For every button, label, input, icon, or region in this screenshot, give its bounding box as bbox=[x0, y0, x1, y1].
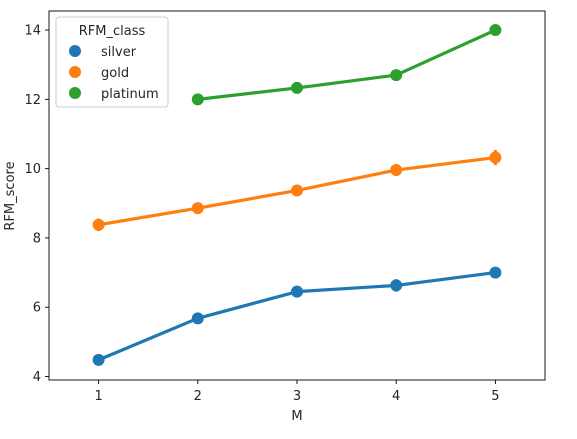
data-point bbox=[191, 312, 204, 325]
series-platinum bbox=[191, 24, 502, 106]
y-tick-label: 4 bbox=[33, 370, 41, 385]
data-point bbox=[390, 164, 403, 177]
data-point bbox=[191, 202, 204, 215]
data-point bbox=[92, 353, 105, 366]
data-point bbox=[489, 266, 502, 279]
legend-marker bbox=[69, 45, 81, 57]
legend-marker bbox=[69, 87, 81, 99]
data-point bbox=[92, 218, 105, 231]
data-point bbox=[390, 279, 403, 292]
x-tick-label: 1 bbox=[94, 389, 102, 404]
series-silver bbox=[92, 266, 502, 366]
legend-label: platinum bbox=[101, 87, 159, 102]
y-tick-label: 6 bbox=[33, 301, 41, 316]
data-point bbox=[390, 69, 403, 82]
y-tick-label: 10 bbox=[24, 162, 41, 177]
series-line bbox=[196, 28, 497, 101]
data-point bbox=[291, 285, 303, 298]
legend-label: gold bbox=[101, 66, 129, 81]
series-gold bbox=[92, 149, 502, 232]
data-point bbox=[291, 81, 303, 94]
data-point bbox=[191, 93, 204, 106]
y-tick-label: 8 bbox=[33, 231, 41, 246]
y-tick-label: 14 bbox=[24, 24, 41, 39]
legend-label: silver bbox=[101, 45, 137, 60]
legend-title: RFM_class bbox=[79, 24, 146, 39]
data-point bbox=[489, 151, 502, 164]
legend: RFM_class silver gold platinum bbox=[55, 16, 169, 108]
x-tick-label: 3 bbox=[293, 389, 301, 404]
data-point bbox=[489, 24, 502, 37]
x-axis-label: M bbox=[291, 409, 302, 424]
plot-area bbox=[92, 24, 502, 366]
x-tick-label: 4 bbox=[392, 389, 400, 404]
legend-box bbox=[55, 16, 169, 108]
y-axis-label: RFM_score bbox=[3, 161, 18, 230]
legend-marker bbox=[69, 66, 81, 78]
data-point bbox=[291, 184, 303, 197]
y-tick-label: 12 bbox=[24, 93, 41, 108]
x-tick-label: 2 bbox=[194, 389, 202, 404]
x-tick-label: 5 bbox=[491, 389, 499, 404]
